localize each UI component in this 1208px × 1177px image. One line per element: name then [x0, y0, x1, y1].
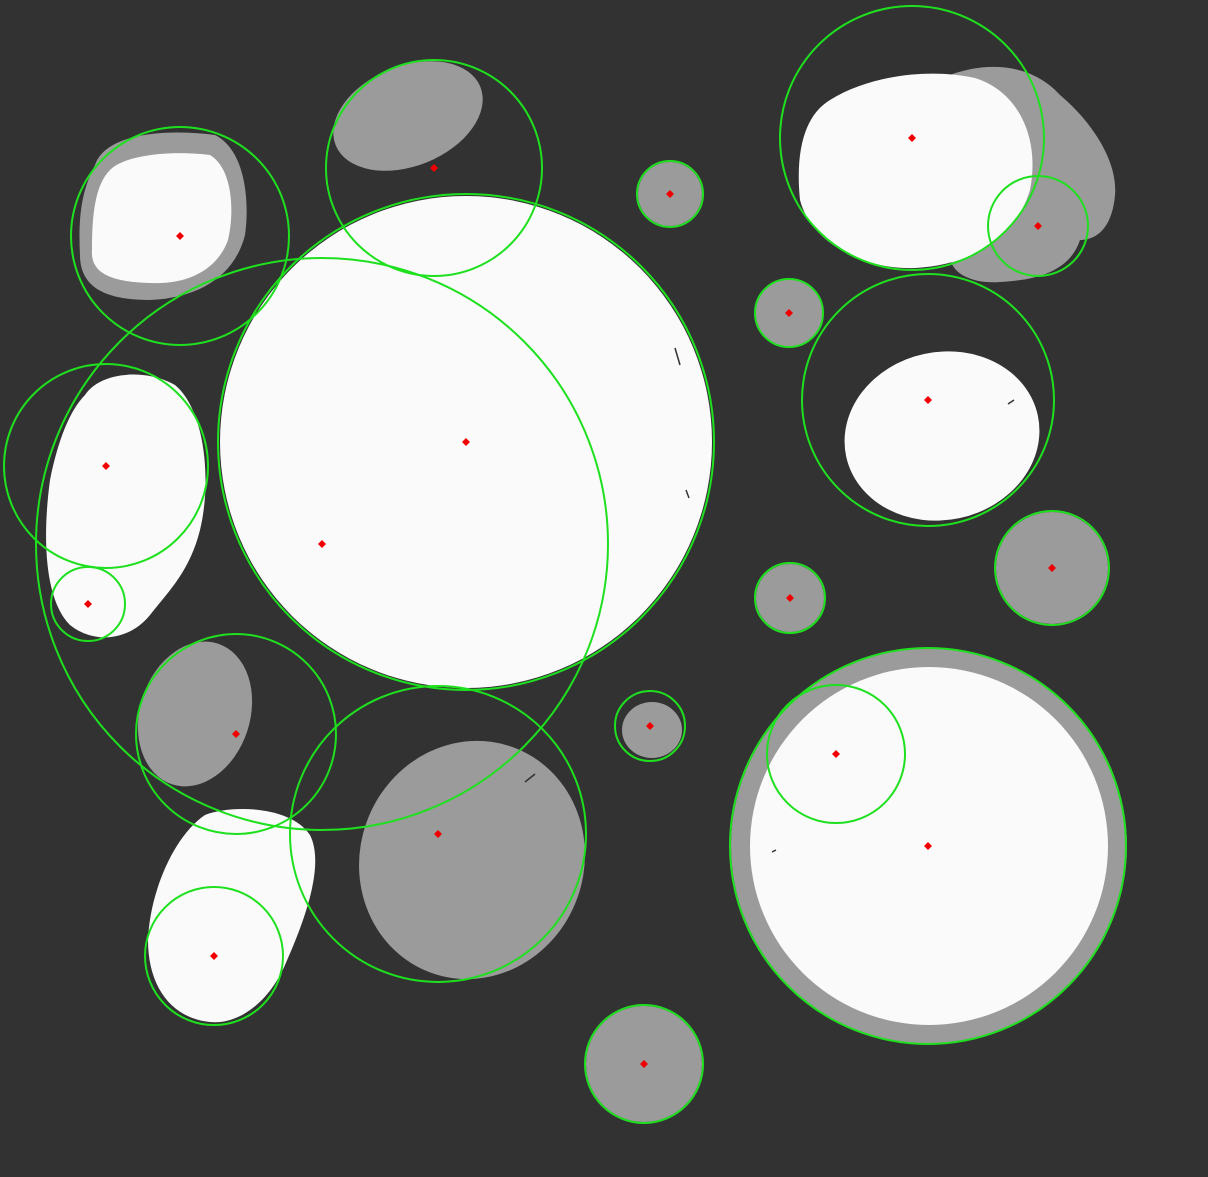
center-marker: [210, 952, 218, 960]
detection-circle: [614, 690, 686, 762]
detected-circles: [3, 5, 1127, 1124]
center-marker: [666, 190, 674, 198]
detection-circle: [50, 566, 126, 642]
center-marker: [430, 164, 438, 172]
white-blob-bottom-left: [148, 809, 316, 1023]
white-blob-top-right: [798, 73, 1033, 269]
detection-circle: [584, 1004, 704, 1124]
detection-circle: [801, 273, 1055, 527]
center-marker: [640, 1060, 648, 1068]
stray-marks: [524, 347, 1015, 853]
detection-circle: [994, 510, 1110, 626]
detection-circle: [766, 684, 906, 824]
detection-circle: [144, 886, 284, 1026]
detection-circle: [325, 59, 543, 277]
detection-circle: [987, 175, 1089, 277]
detection-circle: [289, 685, 587, 983]
center-marker: [646, 722, 654, 730]
center-marker: [102, 462, 110, 470]
detection-circle: [3, 363, 209, 569]
gray-blob-left-mid: [137, 641, 253, 787]
white-blob-top-left: [91, 153, 232, 284]
center-marker: [462, 438, 470, 446]
center-marker: [434, 830, 442, 838]
center-markers: [84, 134, 1056, 1068]
gray-blob-small-4: [622, 702, 682, 758]
detection-circle: [35, 257, 609, 831]
center-marker: [924, 396, 932, 404]
center-marker: [832, 750, 840, 758]
center-marker: [1048, 564, 1056, 572]
center-marker: [924, 842, 932, 850]
center-marker: [908, 134, 916, 142]
white-blob-right-mid: [844, 351, 1040, 521]
gray-blob-top-middle: [333, 61, 483, 171]
detection-circle: [779, 5, 1045, 271]
center-marker: [318, 540, 326, 548]
center-marker: [176, 232, 184, 240]
gray-blob-center-bottom: [359, 740, 585, 980]
detection-circle: [217, 193, 715, 691]
detection-circle: [135, 633, 337, 835]
center-marker: [84, 600, 92, 608]
detection-circle: [70, 126, 290, 346]
center-marker: [785, 309, 793, 317]
detection-circle: [754, 278, 824, 348]
white-blob-left-tall: [46, 374, 206, 638]
detection-circle: [754, 562, 826, 634]
center-marker: [1034, 222, 1042, 230]
detection-circle: [729, 647, 1127, 1045]
detection-circle: [636, 160, 704, 228]
center-marker: [232, 730, 240, 738]
center-marker: [786, 594, 794, 602]
